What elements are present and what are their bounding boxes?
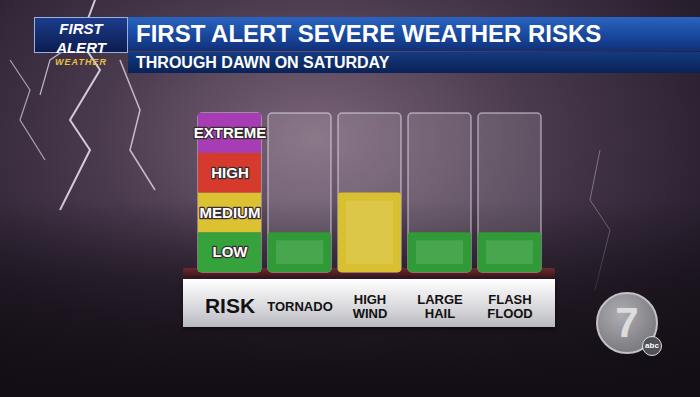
- svg-text:TORNADO: TORNADO: [267, 299, 332, 314]
- html-text:FIRST ALERT SEVERE WEATHER RIS: FIRST ALERT SEVERE WEATHER RISKS: [136, 20, 602, 47]
- svg-text:LOW: LOW: [213, 243, 249, 260]
- html-text:abc: abc: [645, 341, 659, 350]
- html-text:WEATHER: WEATHER: [55, 57, 107, 67]
- html-text:7: 7: [615, 299, 639, 346]
- svg-text:RISK: RISK: [205, 294, 255, 317]
- html-text:THROUGH DAWN ON SATURDAY: THROUGH DAWN ON SATURDAY: [136, 54, 390, 71]
- svg-text:EXTREME: EXTREME: [194, 124, 267, 141]
- svg-text:MEDIUM: MEDIUM: [200, 204, 261, 221]
- svg-text:LARGEHAIL: LARGEHAIL: [417, 292, 463, 321]
- html-text:FIRST ALERT: FIRST ALERT: [56, 20, 106, 56]
- svg-text:HIGHWIND: HIGHWIND: [353, 292, 388, 321]
- svg-text:HIGH: HIGH: [211, 164, 249, 181]
- svg-text:FLASHFLOOD: FLASHFLOOD: [487, 292, 533, 321]
